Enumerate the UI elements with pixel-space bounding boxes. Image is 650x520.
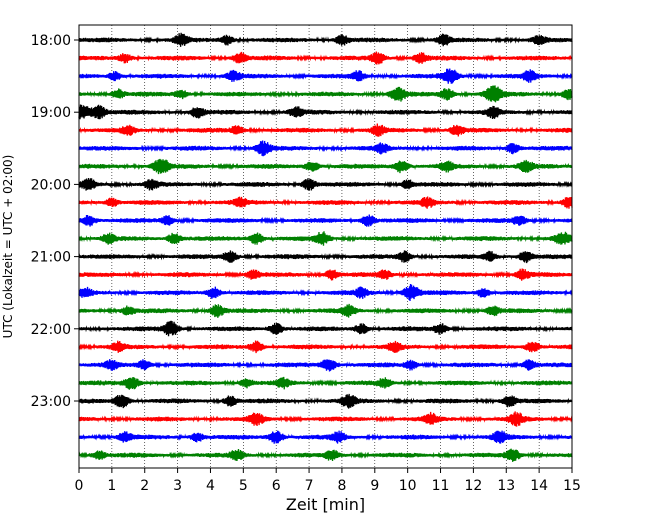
trace-2100 — [78, 250, 573, 264]
trace-1845 — [78, 85, 573, 103]
x-tick-label-0: 0 — [75, 478, 84, 494]
trace-2015 — [78, 196, 573, 209]
x-tick-label-14: 14 — [530, 478, 548, 494]
x-tick-label-13: 13 — [497, 478, 515, 494]
trace-1800 — [78, 32, 573, 47]
x-axis-label: Zeit [min] — [286, 495, 365, 514]
x-tick-label-2: 2 — [140, 478, 149, 494]
x-tick-label-10: 10 — [399, 478, 417, 494]
trace-1945 — [78, 158, 573, 175]
y-axis-ticks: 18:00 19:00 20:00 21:00 22:00 23:00 — [31, 33, 79, 410]
trace-2230 — [78, 359, 573, 372]
x-tick-label-5: 5 — [239, 478, 248, 494]
x-tick-label-1: 1 — [107, 478, 116, 494]
x-tick-label-12: 12 — [464, 478, 482, 494]
x-tick-label-7: 7 — [305, 478, 314, 494]
trace-1915 — [78, 123, 573, 137]
trace-1900 — [78, 104, 573, 120]
x-tick-label-6: 6 — [272, 478, 281, 494]
trace-2345 — [78, 448, 573, 462]
x-tick-label-15: 15 — [563, 478, 581, 494]
x-tick-label-3: 3 — [173, 478, 182, 494]
seismogram-traces — [78, 32, 573, 462]
vertical-grid-lines — [111, 25, 540, 468]
y-tick-label-2100: 21:00 — [31, 250, 71, 266]
trace-2215 — [78, 340, 573, 354]
x-tick-label-11: 11 — [432, 478, 450, 494]
y-tick-label-1900: 19:00 — [31, 105, 71, 121]
trace-2245 — [78, 376, 573, 390]
y-tick-label-1800: 18:00 — [31, 33, 71, 49]
trace-2315 — [78, 411, 573, 427]
y-tick-label-2000: 20:00 — [31, 177, 71, 193]
y-tick-label-2200: 22:00 — [31, 322, 71, 338]
trace-1930 — [78, 140, 573, 157]
trace-2330 — [78, 430, 573, 444]
trace-2145 — [78, 303, 573, 318]
trace-2000 — [78, 177, 573, 191]
trace-2115 — [78, 268, 573, 281]
plot-frame — [78, 24, 573, 469]
trace-2130 — [78, 283, 573, 301]
trace-2300 — [78, 393, 573, 409]
trace-1815 — [78, 51, 573, 65]
trace-2030 — [78, 214, 573, 227]
trace-1830 — [78, 68, 573, 84]
y-axis-label: UTC (Lokalzeit = UTC + 02:00) — [1, 155, 15, 339]
x-tick-label-9: 9 — [370, 478, 379, 494]
x-tick-label-4: 4 — [206, 478, 215, 494]
trace-2045 — [78, 231, 573, 246]
trace-2200 — [78, 320, 573, 337]
x-tick-label-8: 8 — [337, 478, 346, 494]
y-tick-label-2300: 23:00 — [31, 394, 71, 410]
x-axis-ticks: 0 1 2 3 4 5 6 7 8 9 10 11 12 13 14 15 — [75, 468, 581, 494]
